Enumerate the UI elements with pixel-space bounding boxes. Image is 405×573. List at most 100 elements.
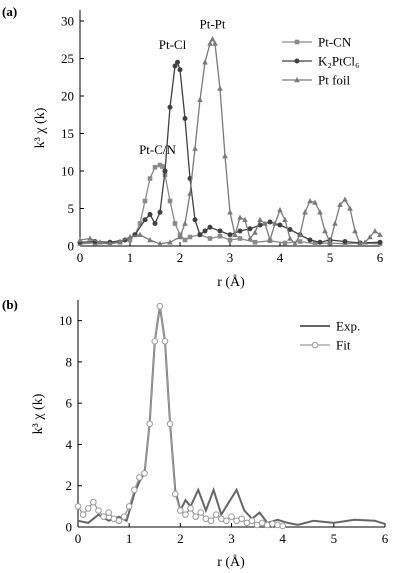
x-tick-label: 5 — [331, 531, 338, 546]
legend-entry-2: Pt foil — [282, 73, 351, 88]
data-point — [317, 239, 323, 245]
data-point — [136, 474, 143, 481]
x-tick-label: 5 — [327, 250, 334, 265]
data-point — [182, 220, 188, 226]
annotation: Pt-C/N — [139, 142, 176, 157]
data-point — [322, 228, 328, 234]
panel-b-y-axis-label: k³ χ (k) — [31, 393, 46, 434]
legend-entry-1: K₂PtCl₆ — [282, 54, 360, 69]
data-point — [342, 196, 348, 202]
data-point — [337, 201, 343, 207]
data-point — [182, 511, 189, 518]
data-point — [342, 239, 348, 244]
series-line — [77, 306, 386, 526]
data-point — [177, 67, 183, 73]
panel-a-x-axis-label: r (Å) — [217, 274, 245, 290]
data-point — [175, 59, 180, 65]
data-point — [287, 227, 293, 232]
data-point — [212, 40, 218, 46]
data-point — [227, 237, 233, 243]
data-point — [152, 164, 158, 170]
data-point — [312, 199, 318, 205]
data-point — [279, 522, 286, 530]
panel-a-annotations: Pt-C/N Pt-Cl Pt-Pt — [139, 17, 226, 157]
series-2 — [77, 36, 383, 246]
data-point — [202, 59, 208, 65]
data-point — [167, 198, 173, 204]
panel-b: (b) 0 1 2 3 4 5 6 0 2 4 6 8 10 Exp. Fit r (Å) k³ χ (k… — [2, 297, 389, 570]
panel-b-series — [74, 302, 386, 530]
data-point — [182, 116, 188, 121]
x-tick-label: 1 — [127, 250, 134, 265]
x-tick-label: 0 — [77, 250, 84, 265]
data-point — [147, 237, 153, 243]
series-line — [79, 60, 381, 244]
data-point — [237, 214, 243, 220]
y-tick-label: 25 — [61, 51, 74, 66]
data-point — [332, 220, 338, 226]
legend-marker — [294, 58, 300, 64]
data-point — [160, 164, 165, 169]
data-point — [277, 222, 283, 228]
data-point — [156, 302, 164, 310]
data-point — [302, 209, 308, 215]
legend-label: Pt foil — [318, 73, 351, 88]
data-point — [207, 224, 213, 230]
data-point — [79, 511, 87, 518]
data-point — [192, 513, 199, 520]
data-point — [142, 217, 148, 223]
data-point — [352, 228, 358, 234]
data-point — [237, 228, 243, 234]
data-point — [172, 221, 178, 226]
panel-a-label: (a) — [2, 4, 17, 19]
panel-a-legend: Pt-CN K₂PtCl₆ Pt foil — [282, 35, 360, 88]
data-point — [257, 216, 263, 222]
data-point — [167, 239, 173, 245]
data-point — [372, 228, 378, 234]
data-point — [277, 207, 283, 213]
y-tick-label: 0 — [68, 239, 75, 254]
legend-entry-0: Exp. — [300, 319, 360, 334]
data-point — [209, 36, 216, 42]
data-point — [297, 239, 303, 244]
data-point — [197, 232, 203, 238]
x-tick-label: 4 — [277, 250, 284, 265]
series-0 — [77, 306, 386, 526]
x-tick-label: 6 — [382, 531, 389, 546]
annotation: Pt-Cl — [159, 37, 187, 52]
panel-b-legend: Exp. Fit — [300, 319, 360, 353]
data-point — [377, 231, 383, 237]
panel-a-series — [77, 36, 383, 247]
data-point — [242, 216, 248, 222]
data-point — [152, 221, 158, 226]
data-point — [287, 235, 293, 241]
data-point — [87, 235, 93, 241]
y-tick-label: 30 — [61, 14, 74, 29]
data-point — [267, 237, 273, 243]
data-point — [90, 498, 97, 506]
data-point — [161, 337, 169, 345]
data-point — [282, 216, 288, 222]
data-point — [95, 507, 102, 514]
y-tick-label: 20 — [61, 89, 74, 104]
data-point — [272, 220, 278, 226]
series-1 — [74, 302, 286, 530]
data-point — [171, 490, 179, 498]
data-point — [77, 237, 83, 243]
data-point — [137, 221, 143, 226]
y-tick-label: 0 — [66, 520, 73, 535]
data-point — [222, 153, 228, 159]
data-point — [157, 209, 163, 215]
panel-b-x-axis-label: r (Å) — [217, 554, 245, 570]
data-point — [177, 507, 184, 514]
panel-a: (a) 0 1 2 3 4 5 6 0 5 10 15 20 25 30 Pt-C/N Pt-Cl Pt-Pt… — [2, 4, 384, 290]
series-line — [79, 37, 381, 245]
data-point — [207, 236, 213, 241]
x-tick-label: 0 — [75, 531, 82, 546]
series-1 — [77, 59, 383, 246]
data-point — [217, 233, 223, 239]
data-point — [147, 176, 153, 181]
data-point — [192, 217, 198, 223]
data-point — [105, 509, 112, 516]
y-tick-label: 10 — [59, 313, 72, 328]
